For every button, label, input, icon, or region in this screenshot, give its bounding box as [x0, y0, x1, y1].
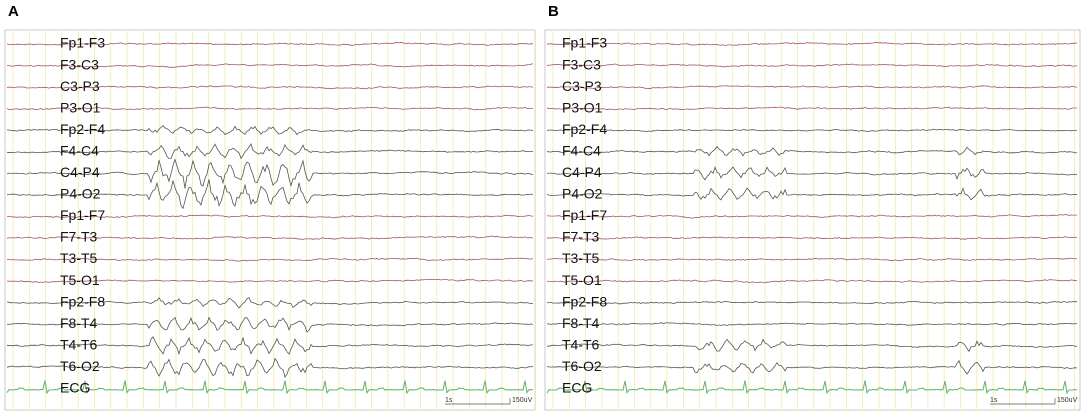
channel-label: P3-O1 [60, 99, 101, 115]
eeg-panel: A Fp1-F3 F3-C3 C3-P3 P3-O1 Fp2-F4 F4-C4 C4-P4 P4… [4, 3, 536, 411]
channel-label: T6-O2 [562, 358, 602, 374]
channel-label: C3-P3 [562, 78, 602, 94]
channel-label: T4-T6 [60, 336, 98, 352]
channel-label: F7-T3 [562, 229, 600, 245]
eeg-trace [547, 214, 1077, 219]
channel-label: Fp1-F3 [562, 35, 607, 51]
channel-label: F7-T3 [60, 229, 98, 245]
eeg-trace [546, 41, 1078, 47]
channel-label: Fp1-F3 [60, 35, 105, 51]
channel-label: T4-T6 [562, 336, 600, 352]
panel-label: B [548, 3, 559, 20]
channel-label: Fp2-F8 [60, 293, 105, 309]
panel-frame [4, 29, 536, 411]
channel-label: T3-T5 [60, 250, 98, 266]
eeg-trace [7, 63, 534, 68]
eeg-trace [546, 338, 1078, 353]
channel-label: C4-P4 [60, 164, 100, 180]
channel-label: Fp2-F4 [562, 121, 607, 137]
channel-label: ECG [562, 380, 592, 396]
channel-label: T6-O2 [60, 358, 100, 374]
channel-label: T3-T5 [562, 250, 600, 266]
channel-label: Fp1-F7 [562, 207, 607, 223]
channel-label: Fp1-F7 [60, 207, 105, 223]
channel-label: C3-P3 [60, 78, 100, 94]
scale-amplitude: 150uV [512, 397, 533, 404]
eeg-trace [547, 85, 1078, 90]
channel-label: Fp2-F8 [562, 293, 607, 309]
eeg-trace [6, 85, 534, 90]
channel-label: F3-C3 [60, 56, 99, 72]
eeg-trace [6, 235, 534, 240]
eeg-trace [6, 336, 533, 356]
channel-label: Fp2-F4 [60, 121, 105, 137]
eeg-trace [546, 166, 1078, 181]
eeg-trace [6, 257, 534, 262]
scale-amplitude: 150uV [1057, 397, 1078, 404]
eeg-trace [546, 257, 1078, 262]
channel-label: P4-O2 [60, 186, 101, 202]
channel-label: F8-T4 [562, 315, 600, 331]
channel-label: F8-T4 [60, 315, 98, 331]
channel-label: C4-P4 [562, 164, 602, 180]
eeg-trace [6, 296, 534, 309]
eeg-trace [546, 187, 1078, 201]
eeg-trace [6, 125, 534, 136]
eeg-trace [546, 106, 1077, 111]
eeg-trace [546, 145, 1078, 157]
eeg-trace [546, 359, 1078, 375]
channel-label: P3-O1 [562, 99, 603, 115]
channel-label: T5-O1 [60, 272, 100, 288]
eeg-trace [6, 143, 534, 160]
channel-label: T5-O1 [562, 272, 602, 288]
eeg-trace [546, 128, 1078, 132]
eeg-trace [546, 300, 1078, 305]
eeg-trace [546, 279, 1078, 284]
eeg-trace [6, 158, 534, 189]
eeg-trace [546, 63, 1078, 68]
eeg-trace [546, 380, 1078, 395]
channel-label: P4-O2 [562, 186, 603, 202]
channel-label: F3-C3 [562, 56, 601, 72]
eeg-trace [546, 236, 1078, 240]
scale-time: 1s [445, 397, 453, 404]
eeg-trace [6, 179, 534, 210]
eeg-trace [6, 278, 534, 284]
eeg-trace [6, 106, 534, 111]
eeg-trace [546, 322, 1078, 327]
eeg-trace [6, 357, 534, 378]
channel-label: F4-C4 [60, 142, 99, 158]
eeg-trace [6, 380, 533, 395]
eeg-trace [6, 214, 534, 219]
eeg-trace [6, 316, 534, 333]
scale-time: 1s [990, 397, 998, 404]
channel-label: F4-C4 [562, 142, 601, 158]
channel-label: ECG [60, 380, 90, 396]
eeg-trace [6, 41, 534, 46]
panel-label: A [8, 3, 19, 20]
